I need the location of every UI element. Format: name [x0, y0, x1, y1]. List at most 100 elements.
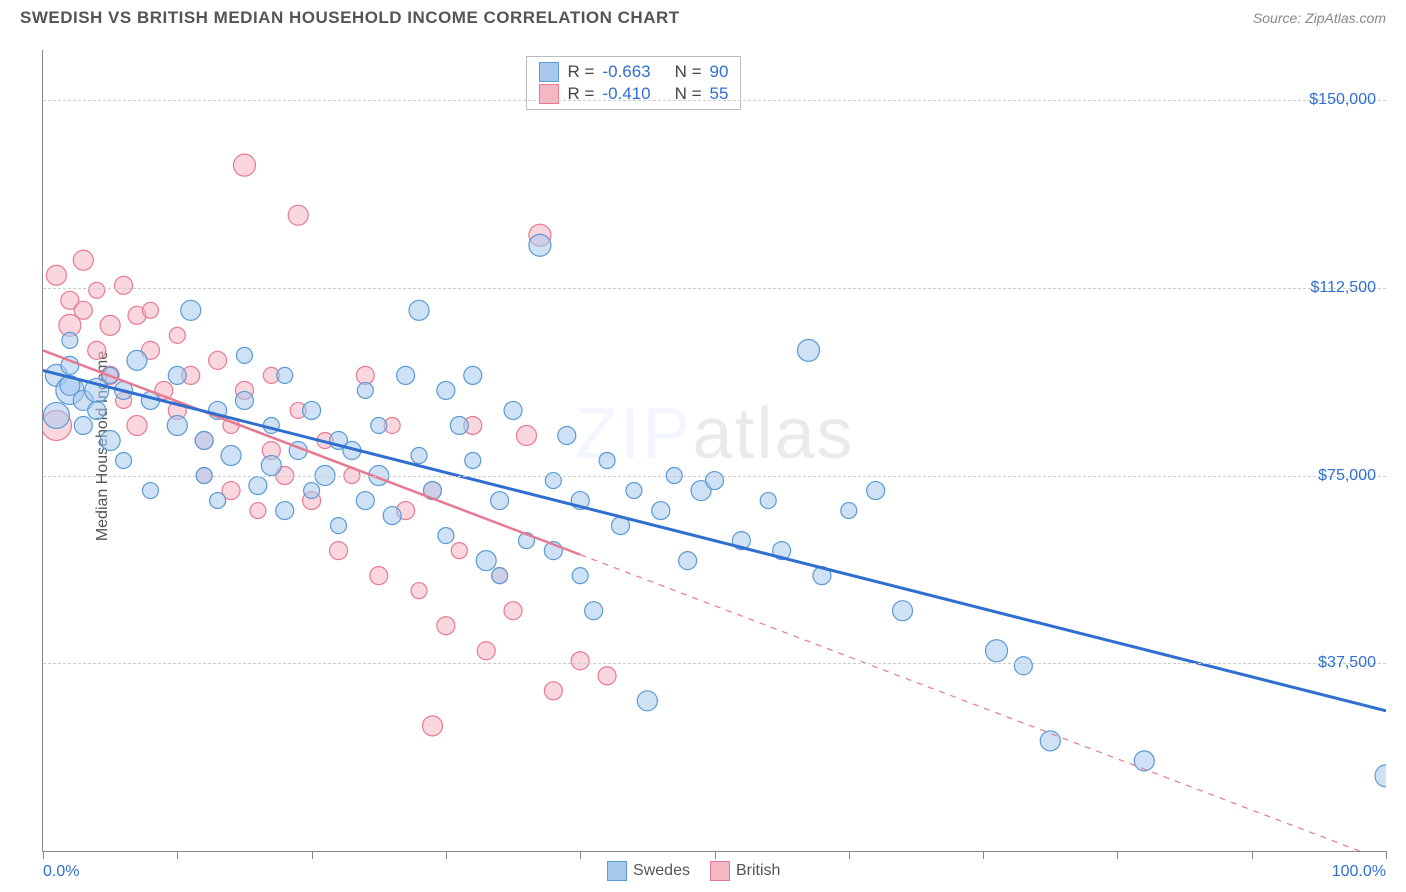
- scatter-point: [706, 472, 724, 490]
- scatter-point: [464, 366, 482, 384]
- scatter-point: [986, 640, 1008, 662]
- scatter-point: [88, 341, 106, 359]
- scatter-point: [249, 477, 267, 495]
- scatter-point: [492, 568, 508, 584]
- chart-header: SWEDISH VS BRITISH MEDIAN HOUSEHOLD INCO…: [0, 0, 1406, 32]
- stat-n-value: 90: [710, 62, 729, 82]
- x-tick: [312, 851, 313, 859]
- scatter-point: [411, 583, 427, 599]
- legend-swatch: [607, 861, 627, 881]
- scatter-point: [437, 617, 455, 635]
- scatter-point: [116, 453, 132, 469]
- scatter-point: [277, 367, 293, 383]
- scatter-point: [451, 543, 467, 559]
- scatter-point: [221, 446, 241, 466]
- scatter-point: [169, 327, 185, 343]
- trend-line-solid: [43, 370, 1386, 710]
- legend-item: Swedes: [607, 861, 690, 881]
- scatter-point: [168, 366, 186, 384]
- stats-row: R =-0.410N =55: [539, 83, 728, 105]
- x-tick: [1386, 851, 1387, 859]
- y-tick-label: $75,000: [1318, 467, 1376, 485]
- x-tick: [1117, 851, 1118, 859]
- scatter-point: [841, 503, 857, 519]
- scatter-point: [100, 315, 120, 335]
- scatter-point: [236, 347, 252, 363]
- scatter-point: [370, 567, 388, 585]
- scatter-point: [491, 492, 509, 510]
- scatter-point: [476, 551, 496, 571]
- scatter-point: [62, 332, 78, 348]
- scatter-point: [46, 265, 66, 285]
- scatter-point: [100, 430, 120, 450]
- scatter-point: [558, 426, 576, 444]
- scatter-point: [465, 453, 481, 469]
- legend-label: British: [736, 862, 780, 880]
- stat-r-value: -0.663: [602, 62, 650, 82]
- y-tick-label: $112,500: [1310, 279, 1376, 297]
- gridline-h: [43, 476, 1386, 477]
- scatter-point: [1134, 751, 1154, 771]
- scatter-point: [1040, 731, 1060, 751]
- scatter-point: [422, 716, 442, 736]
- y-tick-label: $150,000: [1309, 91, 1376, 109]
- x-tick: [1252, 851, 1253, 859]
- scatter-svg: [43, 50, 1386, 851]
- scatter-point: [585, 602, 603, 620]
- chart-plot-area: ZIPatlas R =-0.663N =90R =-0.410N =55 Sw…: [42, 50, 1386, 852]
- stat-n-label: N =: [675, 62, 702, 82]
- scatter-point: [760, 493, 776, 509]
- scatter-point: [235, 391, 253, 409]
- scatter-point: [572, 568, 588, 584]
- x-tick: [983, 851, 984, 859]
- scatter-point: [529, 234, 551, 256]
- scatter-point: [356, 366, 374, 384]
- chart-title: SWEDISH VS BRITISH MEDIAN HOUSEHOLD INCO…: [20, 8, 680, 28]
- scatter-point: [233, 154, 255, 176]
- scatter-point: [357, 382, 373, 398]
- x-tick: [715, 851, 716, 859]
- scatter-point: [304, 483, 320, 499]
- scatter-point: [371, 417, 387, 433]
- scatter-point: [356, 492, 374, 510]
- legend-label: Swedes: [633, 862, 690, 880]
- scatter-point: [303, 401, 321, 419]
- stat-r-label: R =: [567, 62, 594, 82]
- stats-legend-box: R = -0.663 N = 90R =-0.410N =55: [526, 56, 741, 110]
- scatter-point: [504, 602, 522, 620]
- scatter-point: [210, 493, 226, 509]
- gridline-h: [43, 663, 1386, 664]
- scatter-point: [571, 652, 589, 670]
- chart-source: Source: ZipAtlas.com: [1253, 10, 1386, 26]
- scatter-point: [409, 300, 429, 320]
- scatter-point: [127, 350, 147, 370]
- scatter-point: [261, 456, 281, 476]
- scatter-point: [867, 482, 885, 500]
- scatter-point: [195, 431, 213, 449]
- scatter-point: [599, 453, 615, 469]
- scatter-point: [504, 401, 522, 419]
- scatter-point: [142, 483, 158, 499]
- y-tick-label: $37,500: [1318, 654, 1376, 672]
- scatter-point: [74, 416, 92, 434]
- scatter-point: [288, 205, 308, 225]
- legend-swatch: [539, 62, 559, 82]
- scatter-point: [88, 401, 106, 419]
- scatter-point: [437, 381, 455, 399]
- scatter-point: [73, 250, 93, 270]
- x-axis-max-label: 100.0%: [1332, 863, 1386, 881]
- scatter-point: [450, 416, 468, 434]
- gridline-h: [43, 288, 1386, 289]
- scatter-point: [652, 502, 670, 520]
- scatter-point: [438, 528, 454, 544]
- scatter-point: [477, 642, 495, 660]
- legend-swatch: [710, 861, 730, 881]
- scatter-point: [127, 415, 147, 435]
- scatter-point: [330, 518, 346, 534]
- scatter-point: [893, 601, 913, 621]
- scatter-point: [598, 667, 616, 685]
- scatter-point: [167, 415, 187, 435]
- scatter-point: [329, 542, 347, 560]
- scatter-point: [115, 276, 133, 294]
- stats-row: R = -0.663 N = 90: [539, 61, 728, 83]
